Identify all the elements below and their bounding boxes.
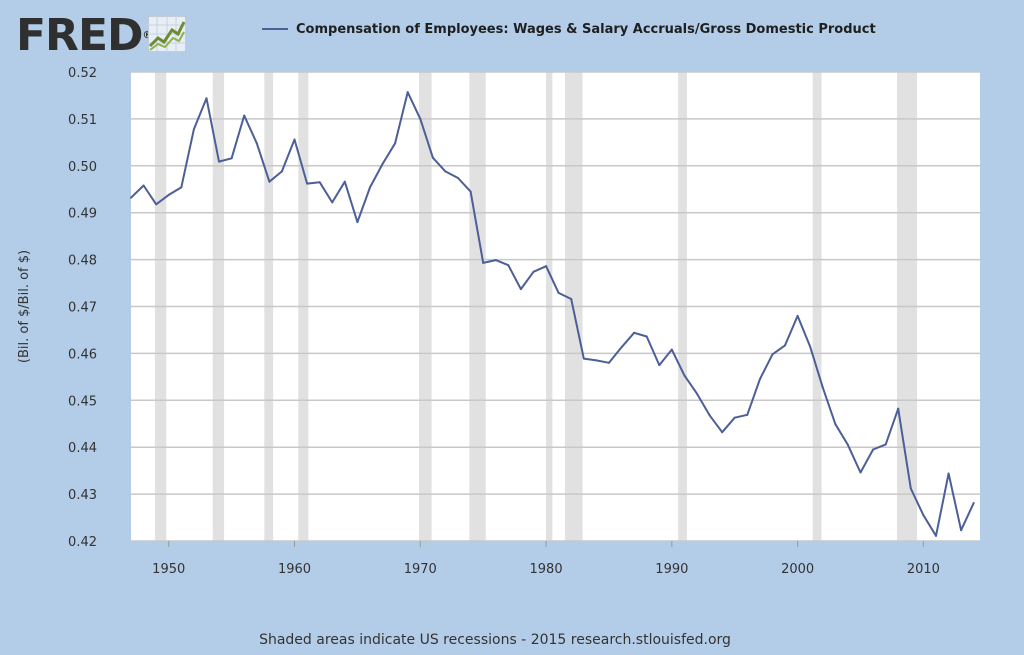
data-point	[582, 357, 585, 360]
data-point	[494, 259, 497, 262]
data-point	[368, 186, 371, 189]
x-tick-label: 1970	[404, 562, 437, 577]
data-point	[444, 170, 447, 173]
data-point	[306, 182, 309, 185]
y-tick-label: 0.45	[68, 394, 97, 409]
data-point	[356, 221, 359, 224]
data-point	[293, 138, 296, 141]
recession-footnote: Shaded areas indicate US recessions - 20…	[259, 632, 731, 648]
y-tick-label: 0.46	[68, 347, 97, 362]
data-point	[192, 128, 195, 131]
legend-series-label: Compensation of Employees: Wages & Salar…	[296, 21, 876, 37]
y-tick-label: 0.42	[68, 535, 97, 550]
x-tick-label: 2010	[907, 562, 940, 577]
data-point	[331, 201, 334, 204]
data-point	[784, 344, 787, 347]
legend-series-swatch	[262, 28, 288, 30]
data-point	[431, 156, 434, 159]
data-point	[230, 157, 233, 160]
data-point	[947, 472, 950, 475]
series-line	[130, 91, 975, 537]
fred-logo-graph-icon	[148, 16, 186, 52]
data-point	[381, 162, 384, 165]
y-tick-label: 0.47	[68, 301, 97, 316]
data-point	[255, 142, 258, 145]
data-point	[960, 529, 963, 532]
data-point	[545, 265, 548, 268]
data-point	[406, 91, 409, 94]
data-point	[570, 297, 573, 300]
data-point	[771, 353, 774, 356]
data-point	[683, 374, 686, 377]
data-point	[218, 160, 221, 163]
data-point	[872, 448, 875, 451]
data-point	[130, 196, 132, 199]
x-tick-label: 1990	[655, 562, 688, 577]
data-point	[280, 170, 283, 173]
data-point	[419, 117, 422, 120]
y-tick-label: 0.48	[68, 254, 97, 269]
x-tick-label: 2000	[781, 562, 814, 577]
x-tick-label: 1980	[530, 562, 563, 577]
data-point	[809, 345, 812, 348]
data-point	[909, 487, 912, 490]
data-point	[620, 346, 623, 349]
data-point	[532, 270, 535, 273]
data-point	[268, 180, 271, 183]
data-point	[846, 443, 849, 446]
y-axis-label: (Bil. of $/Bil. of $)	[17, 250, 32, 363]
data-point	[645, 335, 648, 338]
y-tick-label: 0.50	[68, 160, 97, 175]
y-tick-label: 0.49	[68, 207, 97, 222]
data-point	[343, 180, 346, 183]
data-point	[733, 416, 736, 419]
data-point	[758, 378, 761, 381]
data-point	[658, 364, 661, 367]
data-point	[482, 261, 485, 264]
data-point	[721, 431, 724, 434]
y-tick-label: 0.44	[68, 441, 97, 456]
y-tick-label: 0.52	[68, 66, 97, 81]
data-point	[142, 184, 145, 187]
fred-logo-text: FRED	[16, 10, 144, 61]
data-point	[243, 114, 246, 117]
data-point	[859, 471, 862, 474]
chart-legend: Compensation of Employees: Wages & Salar…	[262, 20, 876, 38]
data-point	[696, 392, 698, 395]
data-point	[180, 186, 183, 189]
data-point	[922, 514, 925, 517]
y-tick-label: 0.51	[68, 113, 97, 128]
data-point	[469, 190, 472, 193]
x-tick-label: 1960	[278, 562, 311, 577]
data-point	[519, 288, 522, 291]
data-point	[972, 502, 975, 505]
data-point	[557, 291, 560, 294]
data-point	[746, 413, 749, 416]
data-point	[167, 193, 170, 196]
data-point	[934, 534, 937, 537]
data-point	[155, 203, 158, 206]
data-point	[708, 414, 711, 417]
data-point	[834, 423, 837, 426]
data-point	[796, 314, 799, 317]
data-point	[897, 407, 900, 410]
data-point	[595, 359, 598, 362]
data-point	[394, 142, 397, 145]
data-point	[205, 97, 208, 100]
data-point	[670, 348, 673, 351]
data-point	[318, 181, 321, 184]
data-point	[607, 361, 610, 364]
data-point	[884, 443, 887, 446]
line-chart: 0.42 0.43 0.44 0.45 0.46 0.47 0.48 0.49 0.50 0.51…	[17, 66, 980, 577]
data-point	[457, 176, 460, 179]
data-point	[507, 264, 510, 267]
data-point	[821, 386, 824, 389]
x-tick-label: 1950	[152, 562, 185, 577]
y-tick-label: 0.43	[68, 488, 97, 503]
data-point	[633, 331, 636, 334]
